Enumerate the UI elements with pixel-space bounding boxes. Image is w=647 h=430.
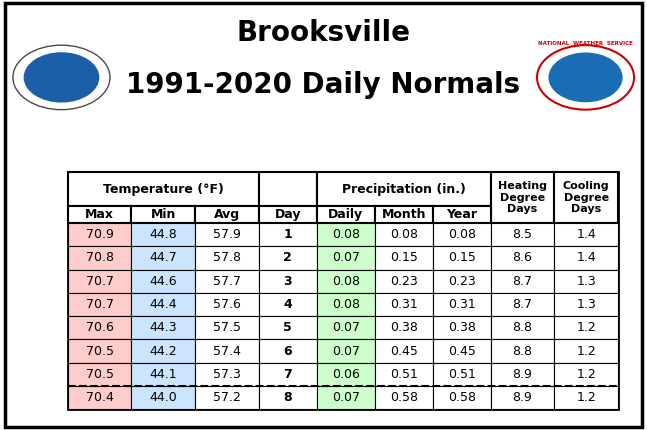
Text: 0.08: 0.08 (389, 228, 418, 241)
Text: 8.5: 8.5 (512, 228, 532, 241)
Text: 57.2: 57.2 (213, 391, 241, 404)
Text: 0.15: 0.15 (448, 252, 476, 264)
Text: 8.6: 8.6 (512, 252, 532, 264)
Text: 0.07: 0.07 (332, 321, 360, 335)
Text: 8.8: 8.8 (512, 344, 532, 358)
Text: 44.3: 44.3 (149, 321, 177, 335)
Text: 70.5: 70.5 (85, 344, 114, 358)
Polygon shape (578, 68, 595, 90)
Text: 70.8: 70.8 (85, 252, 114, 264)
Text: 44.6: 44.6 (149, 275, 177, 288)
Text: 8.9: 8.9 (512, 391, 532, 404)
Text: 70.7: 70.7 (85, 275, 114, 288)
Text: 1.4: 1.4 (576, 228, 596, 241)
Text: 57.7: 57.7 (213, 275, 241, 288)
Text: 0.58: 0.58 (448, 391, 476, 404)
Text: 44.7: 44.7 (149, 252, 177, 264)
Text: 0.51: 0.51 (448, 368, 476, 381)
Text: 8.7: 8.7 (512, 298, 532, 311)
Text: Precipitation (in.): Precipitation (in.) (342, 183, 466, 196)
Text: 0.31: 0.31 (390, 298, 417, 311)
Text: 44.4: 44.4 (149, 298, 177, 311)
Text: 44.8: 44.8 (149, 228, 177, 241)
Text: 0.08: 0.08 (332, 298, 360, 311)
Text: 8.9: 8.9 (512, 368, 532, 381)
Polygon shape (32, 64, 91, 93)
Text: 0.51: 0.51 (389, 368, 418, 381)
Text: 44.0: 44.0 (149, 391, 177, 404)
Text: 0.07: 0.07 (332, 391, 360, 404)
Text: 8.7: 8.7 (512, 275, 532, 288)
Text: 1: 1 (283, 228, 292, 241)
Text: 0.38: 0.38 (389, 321, 418, 335)
Text: 70.4: 70.4 (86, 391, 114, 404)
Text: 0.45: 0.45 (389, 344, 418, 358)
Text: 1.2: 1.2 (576, 391, 596, 404)
Text: 0.31: 0.31 (448, 298, 476, 311)
Text: 0.07: 0.07 (332, 344, 360, 358)
Text: 1.2: 1.2 (576, 344, 596, 358)
Text: 0.08: 0.08 (332, 275, 360, 288)
Text: Year: Year (446, 208, 477, 221)
Text: 4: 4 (283, 298, 292, 311)
Text: NOAA: NOAA (46, 82, 77, 92)
Text: 2: 2 (283, 252, 292, 264)
Text: 6: 6 (283, 344, 292, 358)
Text: 57.4: 57.4 (213, 344, 241, 358)
Text: 44.2: 44.2 (149, 344, 177, 358)
Text: 70.5: 70.5 (85, 368, 114, 381)
Text: 70.7: 70.7 (85, 298, 114, 311)
Text: 3: 3 (283, 275, 292, 288)
Text: 57.6: 57.6 (213, 298, 241, 311)
Text: Temperature (°F): Temperature (°F) (103, 183, 224, 196)
Text: Month: Month (382, 208, 426, 221)
Text: Heating
Degree
Days: Heating Degree Days (498, 181, 547, 214)
Text: 70.6: 70.6 (86, 321, 114, 335)
Text: 8: 8 (283, 391, 292, 404)
Text: 70.9: 70.9 (86, 228, 114, 241)
Text: Brooksville: Brooksville (237, 19, 410, 47)
Text: 1.2: 1.2 (576, 321, 596, 335)
Text: 1.4: 1.4 (576, 252, 596, 264)
Text: 0.06: 0.06 (332, 368, 360, 381)
Text: 57.8: 57.8 (213, 252, 241, 264)
Text: NATIONAL  WEATHER  SERVICE: NATIONAL WEATHER SERVICE (538, 41, 633, 46)
Text: 1.3: 1.3 (576, 275, 596, 288)
Text: 0.08: 0.08 (332, 228, 360, 241)
Text: 0.23: 0.23 (448, 275, 476, 288)
Text: Min: Min (151, 208, 176, 221)
Text: 0.38: 0.38 (448, 321, 476, 335)
Text: 1.2: 1.2 (576, 368, 596, 381)
Text: 8.8: 8.8 (512, 321, 532, 335)
Text: 57.5: 57.5 (213, 321, 241, 335)
Text: 0.45: 0.45 (448, 344, 476, 358)
Text: Max: Max (85, 208, 115, 221)
Text: Avg: Avg (214, 208, 240, 221)
Text: 7: 7 (283, 368, 292, 381)
Text: 0.08: 0.08 (448, 228, 476, 241)
Text: 57.3: 57.3 (213, 368, 241, 381)
Text: Daily: Daily (328, 208, 363, 221)
Text: 1991-2020 Daily Normals: 1991-2020 Daily Normals (126, 71, 521, 99)
Text: 0.07: 0.07 (332, 252, 360, 264)
Text: 0.58: 0.58 (389, 391, 418, 404)
Text: 0.23: 0.23 (390, 275, 417, 288)
Text: 0.15: 0.15 (389, 252, 418, 264)
Text: 5: 5 (283, 321, 292, 335)
Text: Day: Day (274, 208, 301, 221)
Text: 1.3: 1.3 (576, 298, 596, 311)
Text: 44.1: 44.1 (149, 368, 177, 381)
Text: 57.9: 57.9 (213, 228, 241, 241)
Text: Cooling
Degree
Days: Cooling Degree Days (563, 181, 609, 214)
